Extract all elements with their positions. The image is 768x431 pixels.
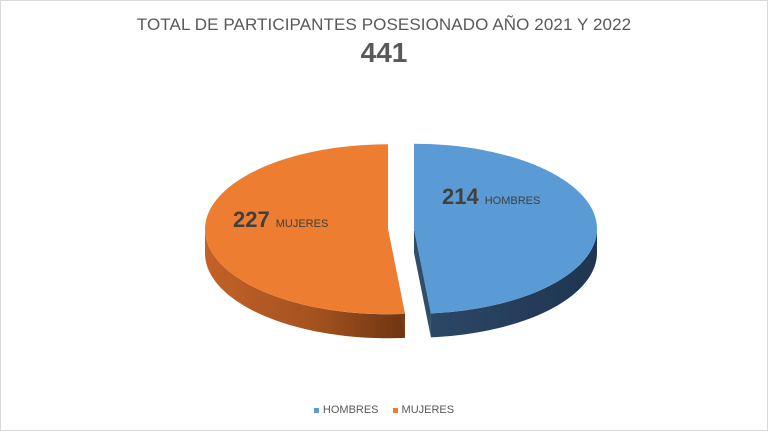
data-label-category-hombres: HOMBRES <box>485 195 541 207</box>
legend-label-mujeres: MUJERES <box>401 404 455 416</box>
legend-swatch-hombres <box>313 407 319 413</box>
pie-slice-side-hombres <box>430 228 597 338</box>
data-label-value-mujeres: 227 <box>233 207 270 232</box>
chart-subtitle-total: 441 <box>360 37 408 68</box>
chart-legend: HOMBRES MUJERES <box>1 404 767 416</box>
pie-slice-side-mujeres <box>205 229 405 339</box>
pie-slice-hombres <box>413 143 597 338</box>
legend-label-hombres: HOMBRES <box>322 404 379 416</box>
pie-slice-top-mujeres <box>205 144 405 315</box>
chart-title: TOTAL DE PARTICIPANTES POSESIONADO AÑO 2… <box>136 15 632 34</box>
pie-slice-top-hombres <box>413 143 597 314</box>
data-label-hombres: 214 HOMBRES <box>442 184 540 209</box>
pie-slice-cut-hombres <box>413 228 431 338</box>
data-label-value-hombres: 214 <box>442 184 479 209</box>
legend-item-hombres: HOMBRES <box>313 404 379 416</box>
pie-slice-mujeres <box>205 144 405 339</box>
data-label-mujeres: 227 MUJERES <box>233 207 328 232</box>
legend-swatch-mujeres <box>392 407 398 413</box>
data-label-category-mujeres: MUJERES <box>276 218 329 230</box>
legend-item-mujeres: MUJERES <box>392 404 455 416</box>
